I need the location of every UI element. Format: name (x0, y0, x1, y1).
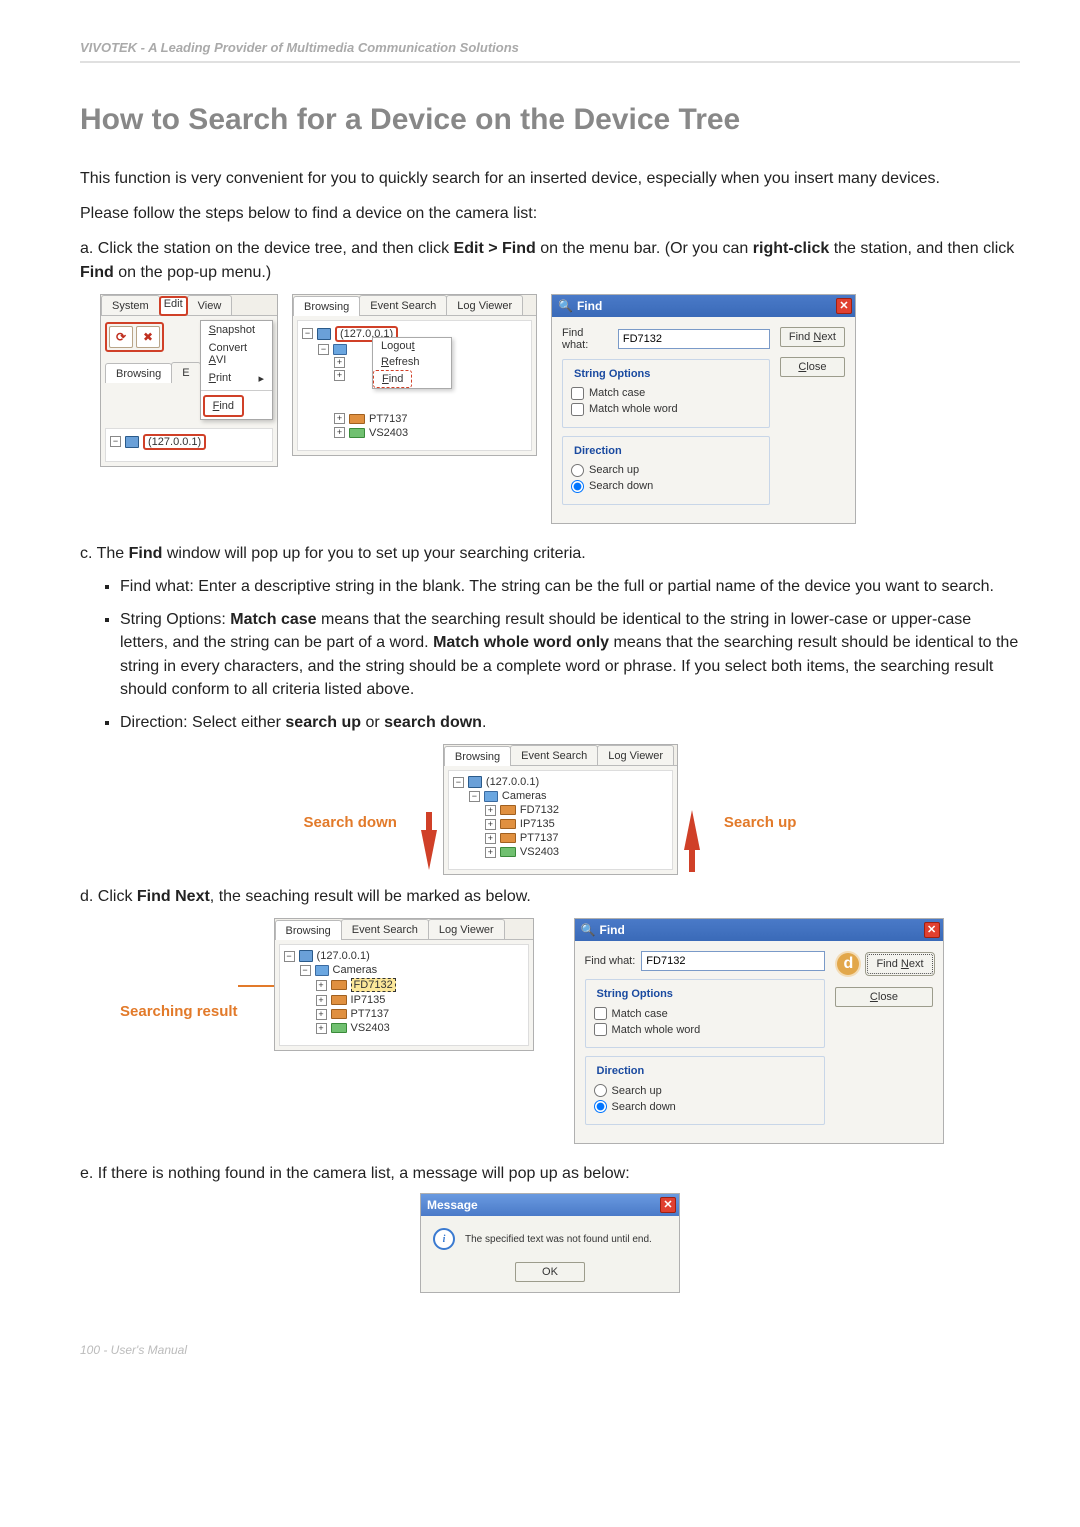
menubar: System Edit View (101, 295, 277, 316)
string-options-group: String Options Match case Match whole wo… (562, 359, 770, 428)
page-title: How to Search for a Device on the Device… (80, 103, 1020, 137)
tab-event-search[interactable]: Event Search (359, 295, 447, 315)
figure-row-d: Searching result Browsing Event Search L… (120, 918, 1020, 1144)
folder-icon (333, 344, 347, 355)
step-d: d. Click Find Next, the seaching result … (80, 885, 1020, 908)
arrow-down-icon (421, 830, 437, 870)
find-next-button[interactable]: Find Next (780, 327, 845, 347)
panel-context-menu: Browsing Event Search Log Viewer − (127.… (292, 294, 537, 456)
tab-event-search[interactable]: Event Search (510, 745, 598, 765)
ctx-logout[interactable]: Logout (373, 338, 451, 354)
edit-popup-menu: Snapshot Convert AVI Print▸ Find (200, 320, 273, 420)
close-button[interactable]: Close (780, 357, 845, 377)
step-e: e. If there is nothing found in the came… (80, 1162, 1020, 1185)
menu-find[interactable]: Find (203, 395, 244, 417)
search-down-radio[interactable] (594, 1100, 607, 1113)
find-what-label: Find what: (585, 955, 636, 967)
bullet-string-options: String Options: Match case means that th… (120, 608, 1020, 701)
tab-edit[interactable]: Edit (159, 296, 188, 316)
tree-item[interactable]: +VS2403 (284, 1021, 524, 1035)
figure-direction: Search down Browsing Event Search Log Vi… (80, 744, 1020, 875)
close-icon[interactable]: ✕ (924, 922, 940, 938)
step-a: a. Click the station on the device tree,… (80, 237, 1020, 283)
search-icon: 🔍 (581, 923, 596, 937)
search-down-label: Search down (304, 814, 397, 831)
search-up-label: Search up (724, 814, 797, 831)
tree-item-vs2403[interactable]: +VS2403 (302, 426, 527, 440)
match-case-checkbox[interactable] (594, 1007, 607, 1020)
intro-para-2: Please follow the steps below to find a … (80, 202, 1020, 225)
tree-item[interactable]: +IP7135 (284, 993, 524, 1007)
find-dialog-1: 🔍Find ✕ Find what: String Options Match … (551, 294, 856, 524)
tab-log-viewer[interactable]: Log Viewer (446, 295, 523, 315)
tree-panel-direction: Browsing Event Search Log Viewer −(127.0… (443, 744, 678, 875)
tree-root[interactable]: − (127.0.0.1) (110, 433, 268, 451)
step-c: c. The Find window will pop up for you t… (80, 542, 1020, 565)
tree-item[interactable]: +IP7135 (453, 817, 668, 831)
close-button[interactable]: Close (835, 987, 932, 1007)
menu-print[interactable]: Print▸ (201, 369, 272, 388)
info-icon: i (433, 1228, 455, 1250)
search-up-radio[interactable] (594, 1084, 607, 1097)
ok-button[interactable]: OK (515, 1262, 585, 1282)
page-header: VIVOTEK - A Leading Provider of Multimed… (80, 40, 1020, 63)
expander-icon[interactable]: − (110, 436, 121, 447)
match-whole-checkbox[interactable] (571, 403, 584, 416)
tab-e[interactable]: E (171, 362, 200, 382)
tab-system[interactable]: System (101, 295, 160, 315)
searching-result-label: Searching result (120, 949, 238, 1020)
bullet-find-what: Find what: Enter a descriptive string in… (120, 575, 1020, 598)
monitor-icon (125, 436, 139, 448)
tree-1: − (127.0.0.1) (105, 428, 273, 462)
tree-item[interactable]: +FD7132 (453, 803, 668, 817)
find-what-label: Find what: (562, 327, 612, 351)
tab-event-search[interactable]: Event Search (341, 919, 429, 939)
message-dialog: Message ✕ i The specified text was not f… (420, 1193, 680, 1293)
tab-browsing[interactable]: Browsing (275, 920, 342, 940)
find-what-input[interactable] (641, 951, 825, 971)
tree-item[interactable]: +VS2403 (453, 845, 668, 859)
tree-item[interactable]: +PT7137 (453, 831, 668, 845)
search-up-radio[interactable] (571, 464, 584, 477)
message-text: The specified text was not found until e… (465, 1234, 652, 1245)
menu-snapshot[interactable]: Snapshot (201, 321, 272, 339)
tab-log-viewer[interactable]: Log Viewer (428, 919, 505, 939)
tree-item-pt7137[interactable]: +PT7137 (302, 412, 527, 426)
search-icon: 🔍 (558, 299, 573, 313)
match-whole-checkbox[interactable] (594, 1023, 607, 1036)
toolbar: ⟳ ✖ Browsing E (101, 316, 204, 424)
arrow-up-icon (684, 810, 700, 850)
panel-edit-menu: System Edit View ⟳ ✖ Browsing E Snapshot… (100, 294, 278, 467)
ctx-find[interactable]: Find (373, 370, 412, 388)
find-dialog-2: 🔍Find ✕ Find what: String Options Match … (574, 918, 944, 1144)
tree-panel-result: Browsing Event Search Log Viewer −(127.0… (274, 918, 534, 1051)
search-down-radio[interactable] (571, 480, 584, 493)
refresh-icon[interactable]: ⟳ (109, 326, 133, 348)
tab-browsing[interactable]: Browsing (444, 746, 511, 766)
context-menu: Logout Refresh Find (372, 337, 452, 389)
callout-d-icon: d (835, 951, 861, 977)
find-what-input[interactable] (618, 329, 770, 349)
tab-log-viewer[interactable]: Log Viewer (597, 745, 674, 765)
match-case-checkbox[interactable] (571, 387, 584, 400)
menu-convert-avi[interactable]: Convert AVI (201, 339, 272, 369)
find-next-button[interactable]: Find Next (867, 954, 932, 974)
figure-row-a: System Edit View ⟳ ✖ Browsing E Snapshot… (100, 294, 1020, 524)
direction-group: Direction Search up Search down (562, 436, 770, 505)
browsing-tab[interactable]: Browsing (105, 363, 172, 383)
tree-item[interactable]: +PT7137 (284, 1007, 524, 1021)
ctx-refresh[interactable]: Refresh (373, 354, 451, 370)
monitor-icon (317, 328, 331, 340)
page-footer: 100 - User's Manual (80, 1343, 1020, 1357)
delete-icon[interactable]: ✖ (136, 326, 160, 348)
close-icon[interactable]: ✕ (836, 298, 852, 314)
tree-item-result[interactable]: +FD7132 (284, 977, 524, 993)
tab-browsing[interactable]: Browsing (293, 296, 360, 316)
bullet-direction: Direction: Select either search up or se… (120, 711, 1020, 734)
close-icon[interactable]: ✕ (660, 1197, 676, 1213)
tab-view[interactable]: View (187, 295, 233, 315)
intro-para-1: This function is very convenient for you… (80, 167, 1020, 190)
